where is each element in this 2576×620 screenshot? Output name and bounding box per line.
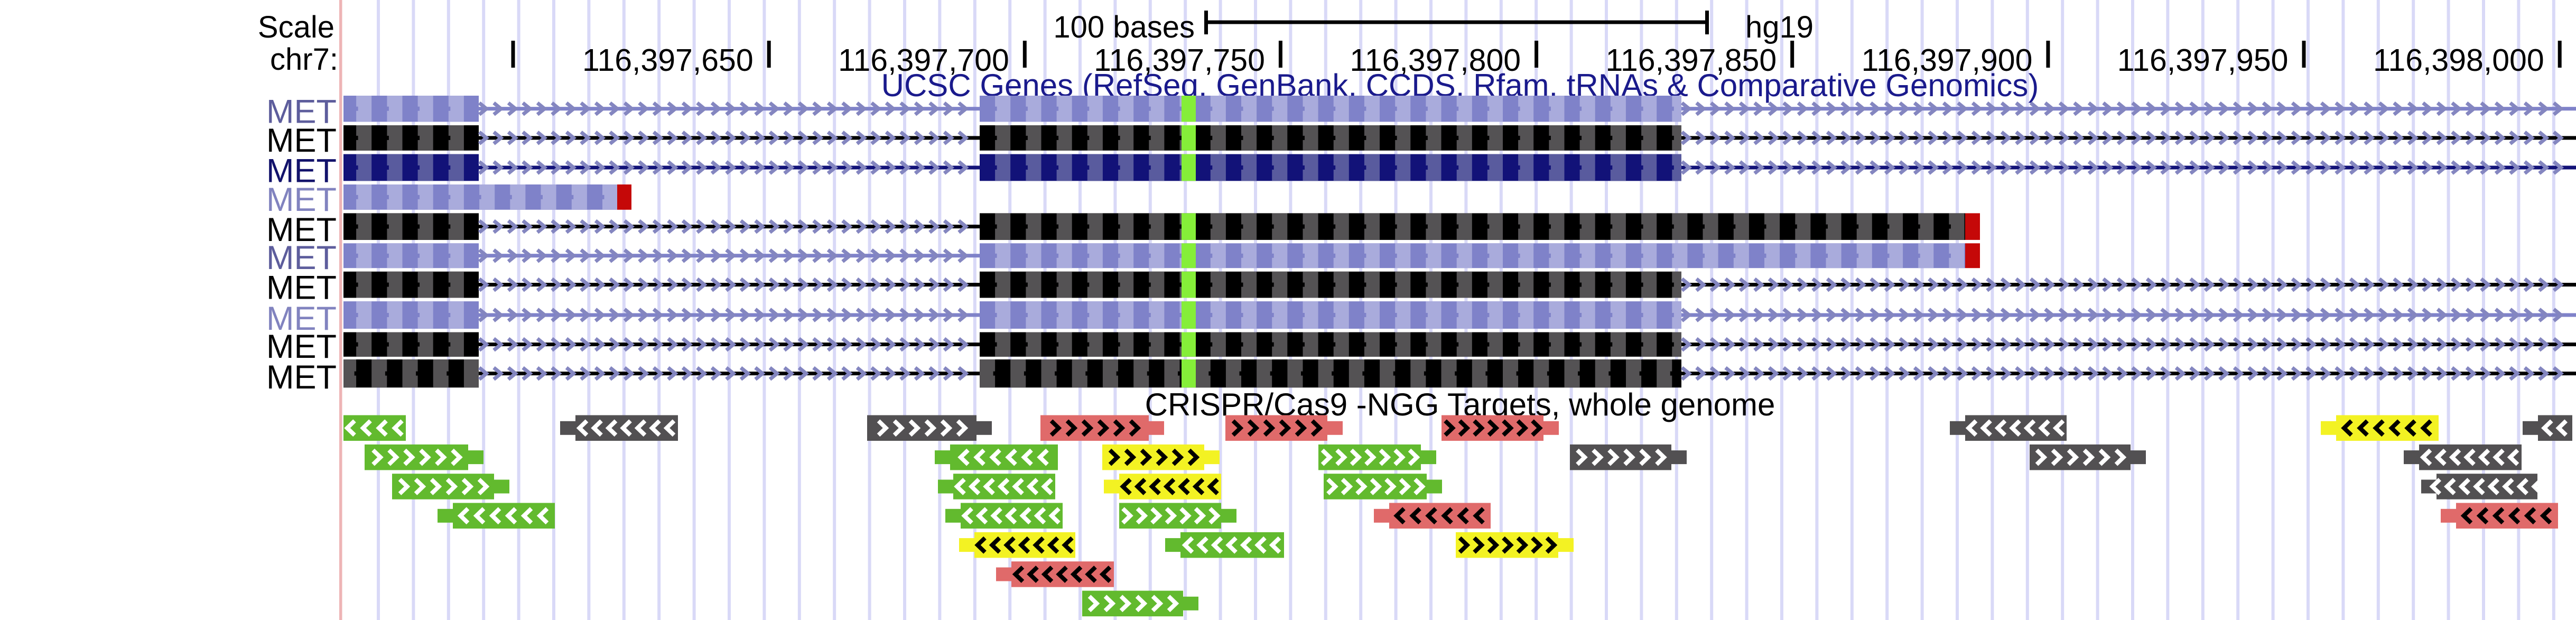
svg-text:MET: MET bbox=[266, 270, 337, 307]
svg-text:116,398,000: 116,398,000 bbox=[2373, 43, 2544, 78]
svg-text:MET: MET bbox=[266, 359, 337, 396]
svg-text:hg19: hg19 bbox=[1745, 10, 1814, 44]
svg-text:116,397,650: 116,397,650 bbox=[582, 43, 754, 78]
svg-text:MET: MET bbox=[266, 181, 337, 218]
svg-text:MET: MET bbox=[266, 300, 337, 337]
svg-text:MET: MET bbox=[266, 328, 337, 365]
svg-text:chr7:: chr7: bbox=[270, 42, 338, 77]
svg-text:116,397,700: 116,397,700 bbox=[838, 43, 1009, 78]
svg-text:116,397,800: 116,397,800 bbox=[1350, 43, 1521, 78]
svg-text:100 bases: 100 bases bbox=[1053, 10, 1195, 44]
svg-text:MET: MET bbox=[266, 122, 337, 159]
svg-text:116,397,850: 116,397,850 bbox=[1605, 43, 1777, 78]
svg-text:Scale: Scale bbox=[258, 10, 334, 44]
svg-text:MET: MET bbox=[266, 152, 337, 189]
svg-text:MET: MET bbox=[266, 93, 337, 130]
svg-text:116,397,750: 116,397,750 bbox=[1094, 43, 1265, 78]
svg-text:116,397,900: 116,397,900 bbox=[1862, 43, 2033, 78]
svg-text:116,397,950: 116,397,950 bbox=[2117, 43, 2289, 78]
svg-text:MET: MET bbox=[266, 239, 337, 276]
svg-text:MET: MET bbox=[266, 211, 337, 248]
